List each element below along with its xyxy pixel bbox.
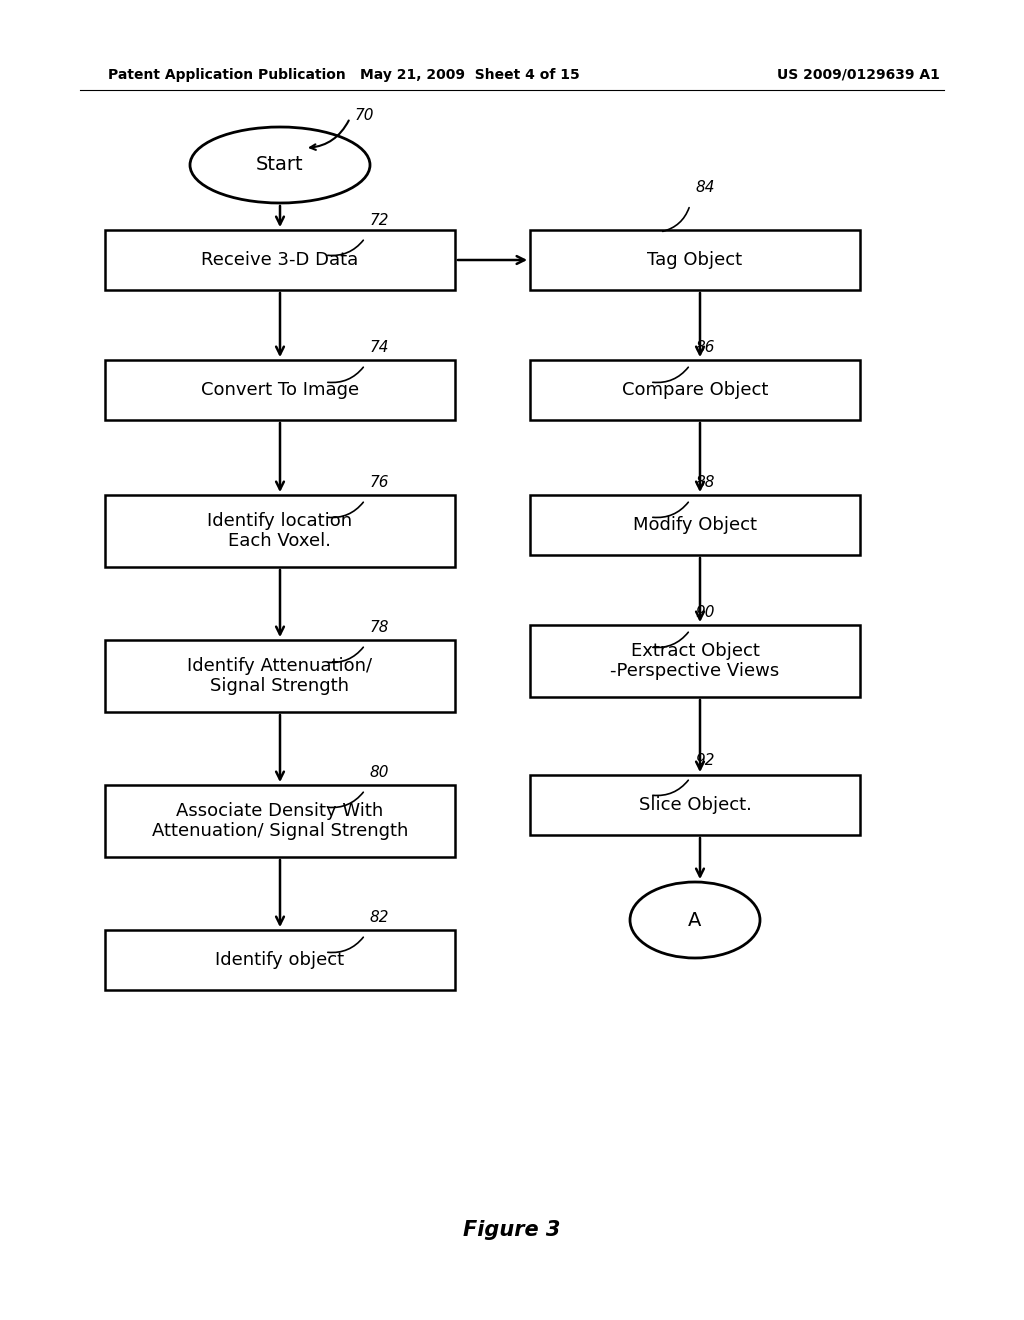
Bar — [105, 640, 455, 711]
Bar — [105, 360, 455, 420]
Text: A: A — [688, 911, 701, 929]
Bar — [105, 785, 455, 857]
Text: 70: 70 — [355, 108, 375, 123]
Text: 82: 82 — [370, 909, 389, 925]
Text: Compare Object: Compare Object — [622, 381, 768, 399]
Text: 72: 72 — [370, 213, 389, 228]
Text: Receive 3-D Data: Receive 3-D Data — [202, 251, 358, 269]
Text: 92: 92 — [695, 752, 715, 768]
Text: 74: 74 — [370, 341, 389, 355]
Text: Start: Start — [256, 156, 304, 174]
Text: 84: 84 — [695, 180, 715, 195]
Text: 88: 88 — [695, 475, 715, 490]
Text: 86: 86 — [695, 341, 715, 355]
Bar — [530, 230, 860, 290]
Bar — [530, 360, 860, 420]
Text: 90: 90 — [695, 605, 715, 620]
Text: Associate Density With
Attenuation/ Signal Strength: Associate Density With Attenuation/ Sign… — [152, 801, 409, 841]
Bar — [530, 624, 860, 697]
Bar — [105, 495, 455, 568]
Text: Extract Object
-Perspective Views: Extract Object -Perspective Views — [610, 642, 779, 680]
Text: Tag Object: Tag Object — [647, 251, 742, 269]
Bar — [105, 230, 455, 290]
Text: US 2009/0129639 A1: US 2009/0129639 A1 — [777, 69, 940, 82]
Text: Identify location
Each Voxel.: Identify location Each Voxel. — [208, 512, 352, 550]
Text: Patent Application Publication: Patent Application Publication — [108, 69, 346, 82]
Bar — [530, 775, 860, 836]
Text: Identify object: Identify object — [215, 950, 344, 969]
Text: May 21, 2009  Sheet 4 of 15: May 21, 2009 Sheet 4 of 15 — [360, 69, 580, 82]
Bar — [105, 931, 455, 990]
Text: 78: 78 — [370, 620, 389, 635]
Text: Slice Object.: Slice Object. — [639, 796, 752, 814]
Text: Modify Object: Modify Object — [633, 516, 757, 535]
Ellipse shape — [630, 882, 760, 958]
Text: 76: 76 — [370, 475, 389, 490]
Text: Convert To Image: Convert To Image — [201, 381, 359, 399]
Bar — [530, 495, 860, 554]
Ellipse shape — [190, 127, 370, 203]
Text: 80: 80 — [370, 766, 389, 780]
Text: Figure 3: Figure 3 — [463, 1220, 561, 1239]
Text: Identify Attenuation/
Signal Strength: Identify Attenuation/ Signal Strength — [187, 656, 373, 696]
